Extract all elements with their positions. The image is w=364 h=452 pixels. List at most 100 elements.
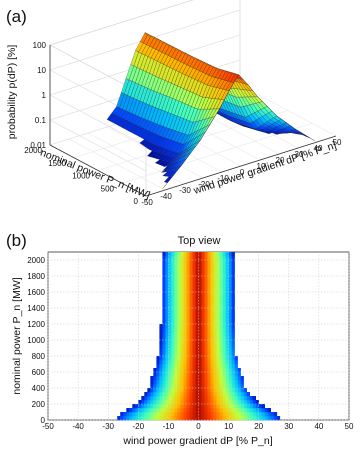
heatmap-cell (183, 364, 187, 369)
heatmap-cell (216, 320, 220, 325)
heatmap-cell (156, 396, 160, 401)
heatmap-cell (162, 260, 166, 265)
heatmap-cell (201, 256, 205, 261)
heatmap-cell (183, 272, 187, 277)
y-axis-label: nominal power P_n [MW] (11, 277, 23, 394)
heatmap-cell (189, 312, 193, 317)
heatmap-cell (153, 416, 157, 421)
heatmap-cell (192, 256, 196, 261)
heatmap-cell (207, 400, 211, 405)
heatmap-cell (186, 396, 190, 401)
heatmap-cell (243, 408, 247, 413)
heatmap-cell (210, 356, 214, 361)
heatmap-cell (222, 384, 226, 389)
heatmap-cell (243, 396, 247, 401)
heatmap-cell (153, 404, 157, 409)
heatmap-cell (168, 264, 172, 269)
heatmap-cell (192, 356, 196, 361)
heatmap-cell (210, 364, 214, 369)
heatmap-cell (189, 400, 193, 405)
heatmap-cell (159, 340, 163, 345)
heatmap-cell (174, 252, 178, 257)
heatmap-cell (174, 288, 178, 293)
heatmap-cell (186, 400, 190, 405)
heatmap-cell (195, 388, 199, 393)
heatmap-cell (207, 308, 211, 313)
heatmap-cell (147, 396, 151, 401)
heatmap-cell (165, 288, 169, 293)
heatmap-cell (168, 412, 172, 417)
heatmap-cell (138, 404, 142, 409)
heatmap-cell (165, 272, 169, 277)
heatmap-cell (219, 372, 223, 377)
heatmap-cell (126, 412, 130, 417)
y-tick-label: 1800 (27, 272, 45, 281)
heatmap-cell (180, 316, 184, 321)
heatmap-cell (222, 252, 226, 257)
heatmap-cell (183, 396, 187, 401)
heatmap-cell (216, 296, 220, 301)
heatmap-cell (228, 392, 232, 397)
heatmap-cell (192, 280, 196, 285)
heatmap-cell (222, 388, 226, 393)
heatmap-cell (162, 408, 166, 413)
heatmap-cell (207, 380, 211, 385)
heatmap-cell (219, 364, 223, 369)
heatmap-cell (219, 300, 223, 305)
heatmap-cell (153, 392, 157, 397)
heatmap-cell (231, 364, 235, 369)
heatmap-cell (204, 400, 208, 405)
heatmap-cell (171, 324, 175, 329)
heatmap-cell (201, 260, 205, 265)
heatmap-cell (162, 400, 166, 405)
heatmap-cell (132, 412, 136, 417)
heatmap-cell (189, 360, 193, 365)
y-tick-labels: 0 200 400 600 800 1000 1200 1400 1600 1800 2000 (27, 256, 45, 425)
heatmap-cell (219, 260, 223, 265)
heatmap-cell (210, 360, 214, 365)
heatmap-cell (231, 300, 235, 305)
heatmap-cell (159, 400, 163, 405)
heatmap-cell (189, 292, 193, 297)
heatmap-cell (204, 412, 208, 417)
heatmap-cell (189, 256, 193, 261)
heatmap-cell (165, 292, 169, 297)
heatmap-cell (210, 408, 214, 413)
heatmap-cell (231, 308, 235, 313)
heatmap-cell (228, 288, 232, 293)
heatmap-cell (201, 396, 205, 401)
heatmap-cell (186, 312, 190, 317)
heatmap-cell (165, 316, 169, 321)
heatmap-cell (210, 260, 214, 265)
heatmap-cell (222, 312, 226, 317)
heatmap-cell (198, 316, 202, 321)
heatmap-cell (177, 416, 181, 421)
heatmap-cell (201, 416, 205, 421)
heatmap-cell (156, 356, 160, 361)
heatmap-cell (186, 304, 190, 309)
heatmap-cell (201, 364, 205, 369)
heatmap-cell (219, 348, 223, 353)
heatmap-cell (222, 324, 226, 329)
heatmap-cell (168, 300, 172, 305)
heatmap-cell (171, 392, 175, 397)
heatmap-cell (186, 276, 190, 281)
heatmap-cell (222, 352, 226, 357)
heatmap-cell (261, 412, 265, 417)
heatmap-cell (168, 408, 172, 413)
heatmap-cell (225, 376, 229, 381)
heatmap-cell (165, 372, 169, 377)
heatmap-cell (186, 324, 190, 329)
heatmap-cell (213, 284, 217, 289)
heatmap-cell (219, 312, 223, 317)
heatmap-cell (216, 356, 220, 361)
heatmap-cell (204, 300, 208, 305)
heatmap-cell (228, 260, 232, 265)
heatmap-cell (237, 368, 241, 373)
heatmap-cell (240, 380, 244, 385)
heatmap-cell (219, 264, 223, 269)
heatmap-cell (192, 348, 196, 353)
heatmap-cell (174, 272, 178, 277)
heatmap-cell (216, 316, 220, 321)
heatmap-cell (216, 372, 220, 377)
